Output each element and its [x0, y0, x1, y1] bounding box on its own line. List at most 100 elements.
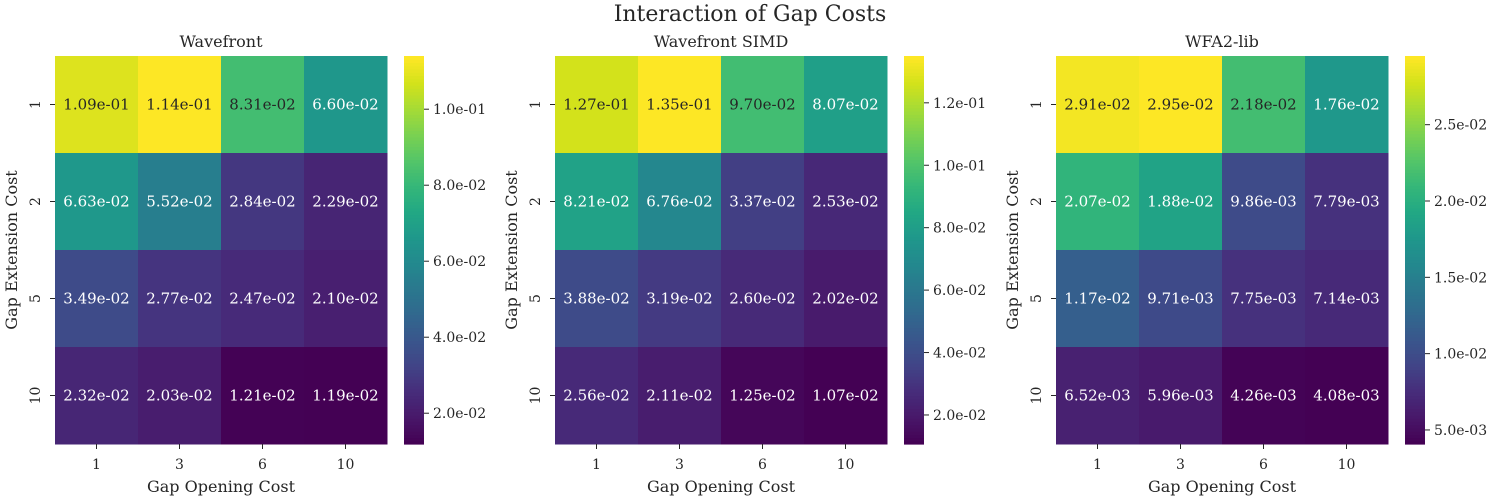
heatmap-cell: [1222, 153, 1306, 251]
heatmap-panel-3: WFA2-lib 2.91e-02 2.95e-02 2.18e-02 1.76e-02…: [1003, 32, 1487, 496]
colorbar-segment: [404, 143, 424, 148]
cell-value-label: 2.32e-02: [63, 387, 129, 405]
cell-value-label: 2.11e-02: [646, 387, 712, 405]
colorbar-segment: [1405, 401, 1425, 406]
colorbar-segment: [1405, 243, 1425, 248]
cell-value-label: 1.88e-02: [1147, 193, 1213, 211]
colorbar-segment: [1405, 153, 1425, 157]
cell-value-label: 1.27e-01: [563, 96, 629, 114]
colorbar-segment: [904, 334, 924, 338]
colorbar-segment: [904, 337, 924, 342]
colorbar-segment: [404, 169, 424, 173]
heatmap-cell: [221, 56, 305, 154]
colorbar-segment: [904, 72, 924, 76]
colorbar-segment: [404, 272, 424, 277]
colorbar-segment: [404, 230, 424, 235]
colorbar-segment: [904, 279, 924, 283]
colorbar-segment: [404, 101, 424, 106]
colorbar-segment: [904, 175, 924, 180]
colorbar-segment: [904, 437, 924, 442]
heatmap-cell: [1139, 153, 1223, 251]
colorbar-segment: [904, 75, 924, 80]
colorbar-segment: [404, 201, 424, 206]
colorbar-segment: [904, 347, 924, 351]
colorbar-tick-label: 2.0e-02: [433, 406, 486, 422]
cell-value-label: 2.03e-02: [146, 387, 212, 405]
cell-value-label: 2.60e-02: [729, 290, 795, 308]
colorbar-segment: [1405, 259, 1425, 264]
colorbar-segment: [904, 311, 924, 316]
colorbar-segment: [404, 246, 424, 251]
colorbar-segment: [1405, 230, 1425, 235]
cell-value-label: 8.31e-02: [229, 96, 295, 114]
heatmap-cell: [55, 250, 139, 348]
cell-value-label: 2.53e-02: [812, 193, 878, 211]
colorbar-segment: [1405, 220, 1425, 225]
colorbar-segment: [404, 94, 424, 99]
colorbar-segment: [404, 279, 424, 283]
cell-value-label: 7.14e-03: [1313, 290, 1379, 308]
colorbar-segment: [404, 327, 424, 332]
cell-value-label: 6.63e-02: [63, 193, 129, 211]
cell-value-label: 9.71e-03: [1147, 290, 1213, 308]
cell-value-label: 1.14e-01: [146, 96, 212, 114]
colorbar-segment: [404, 127, 424, 131]
cell-value-label: 2.56e-02: [563, 387, 629, 405]
colorbar-segment: [1405, 317, 1425, 322]
colorbar-segment: [404, 275, 424, 280]
colorbar-segment: [404, 317, 424, 322]
y-axis-label: Gap Extension Cost: [502, 170, 521, 330]
heatmap-cell: [721, 153, 805, 251]
colorbar-segment: [404, 149, 424, 154]
colorbar-segment: [404, 243, 424, 248]
colorbar-tick-label: 1.0e-01: [933, 158, 986, 174]
y-tick-label: 2: [28, 197, 44, 206]
colorbar-segment: [404, 366, 424, 371]
heatmap-cell: [221, 153, 305, 251]
colorbar-segment: [404, 159, 424, 164]
cell-value-label: 4.08e-03: [1313, 387, 1379, 405]
colorbar-segment: [404, 153, 424, 157]
colorbar-segment: [1405, 314, 1425, 319]
heatmap-cell: [804, 347, 888, 445]
colorbar-segment: [404, 178, 424, 183]
colorbar-segment: [404, 298, 424, 303]
heatmap-cell: [221, 250, 305, 348]
colorbar-segment: [404, 165, 424, 170]
colorbar-segment: [1405, 120, 1425, 125]
colorbar-segment: [904, 343, 924, 348]
cell-value-label: 8.07e-02: [812, 96, 878, 114]
colorbar-segment: [1405, 372, 1425, 377]
colorbar-segment: [904, 389, 924, 393]
colorbar-segment: [904, 91, 924, 96]
heatmap-cell: [638, 250, 722, 348]
colorbar-segment: [904, 385, 924, 390]
colorbar-segment: [404, 98, 424, 102]
colorbar-segment: [904, 204, 924, 209]
colorbar-segment: [404, 308, 424, 313]
colorbar-segment: [904, 366, 924, 371]
cell-value-label: 1.21e-02: [229, 387, 295, 405]
colorbar-segment: [404, 418, 424, 422]
colorbar-segment: [404, 434, 424, 439]
colorbar-tick-label: 6.0e-02: [933, 283, 986, 299]
colorbar-segment: [1405, 366, 1425, 371]
colorbar-segment: [404, 140, 424, 144]
colorbar-segment: [404, 321, 424, 325]
cell-value-label: 2.91e-02: [1064, 96, 1130, 114]
colorbar-segment: [904, 214, 924, 219]
colorbar-segment: [404, 301, 424, 306]
colorbar-segment: [404, 340, 424, 345]
colorbar-segment: [904, 107, 924, 112]
colorbar-segment: [904, 262, 924, 267]
colorbar-segment: [904, 395, 924, 400]
colorbar-segment: [904, 327, 924, 332]
colorbar-segment: [904, 198, 924, 203]
colorbar-segment: [404, 81, 424, 86]
heatmap-cell: [55, 347, 139, 445]
colorbar-segment: [1405, 285, 1425, 290]
colorbar-segment: [904, 401, 924, 406]
x-tick-label: 3: [675, 457, 684, 473]
panel-title: Wavefront: [179, 32, 263, 51]
colorbar-segment: [904, 237, 924, 241]
